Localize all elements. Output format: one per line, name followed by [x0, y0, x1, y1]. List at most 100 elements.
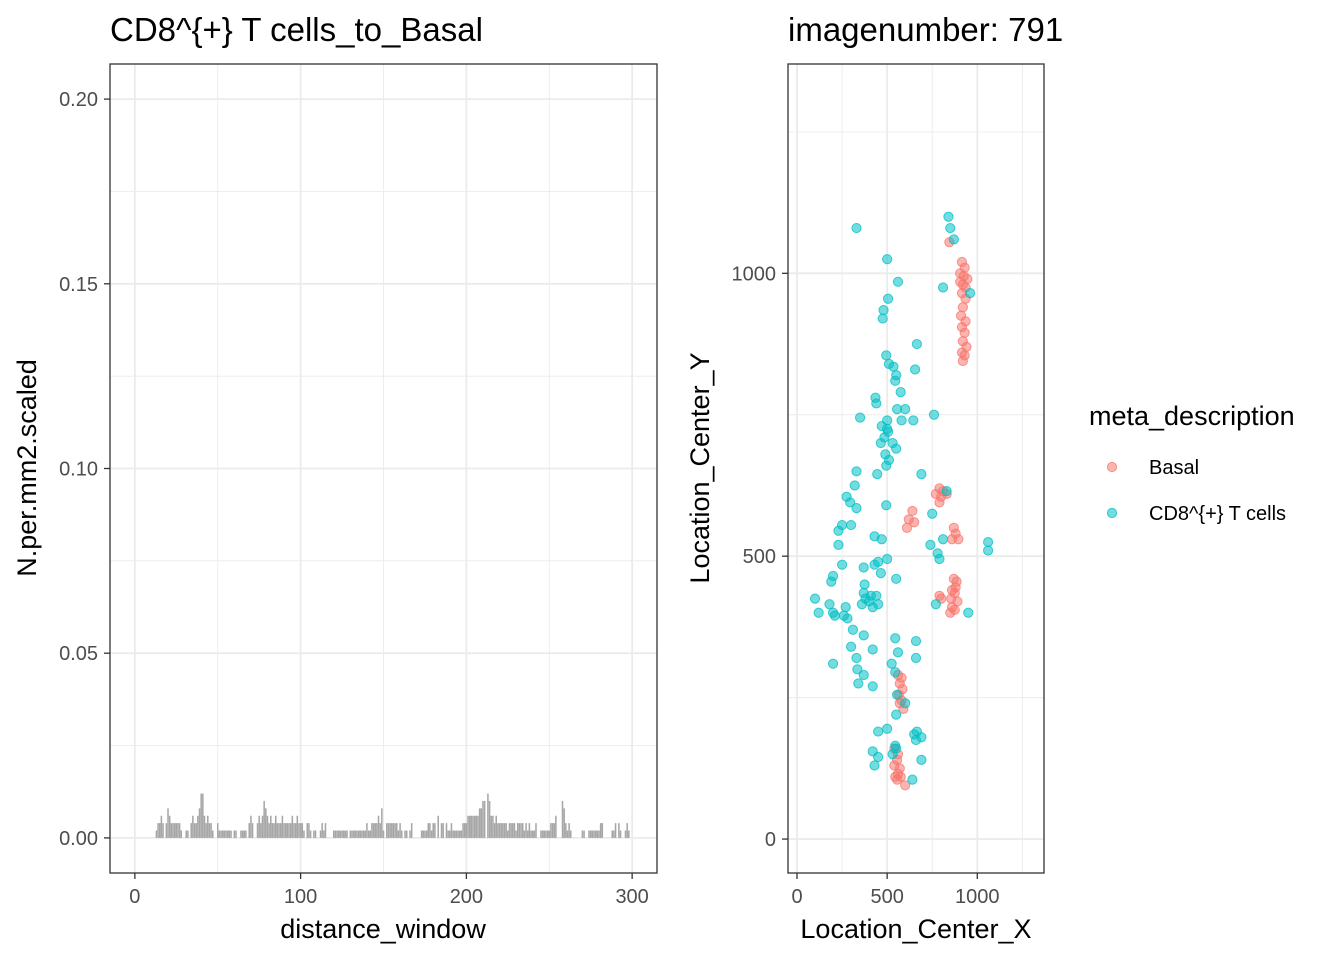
scatter-point [836, 559, 848, 570]
histogram-bar [261, 815, 264, 838]
scatter-point [867, 644, 878, 655]
scatter-point [840, 602, 851, 613]
legend-items: Basal CD8^{+} T cells [1106, 457, 1286, 525]
histogram-bar [200, 793, 202, 838]
scatter-point [963, 607, 974, 618]
histogram-bar [248, 823, 250, 838]
scatter-point [892, 647, 904, 658]
histogram-bar [190, 823, 192, 838]
histogram-bar [288, 823, 290, 838]
histogram-bar [473, 815, 476, 838]
histogram-bar [420, 830, 423, 838]
histogram-bar [228, 830, 231, 838]
histogram-bar [495, 815, 497, 838]
scatter-x-ticks: 0 500 1000 [791, 873, 1000, 908]
histogram-bar [158, 823, 161, 838]
scatter-point [842, 613, 853, 624]
histogram-bar [323, 830, 325, 838]
histogram-bar [483, 800, 486, 838]
scatter-point [851, 222, 862, 234]
scatter-point [851, 503, 862, 514]
scatter-point [895, 387, 906, 398]
histogram-bar [220, 830, 222, 838]
histogram-bar [225, 830, 227, 838]
scatter-point [813, 607, 824, 618]
scatter-point [910, 652, 922, 664]
histogram-bar [565, 823, 567, 838]
histogram-bar [260, 823, 262, 838]
histogram-bar [457, 830, 459, 838]
histogram-bar [303, 830, 305, 838]
y-tick-label: 0.10 [59, 459, 98, 481]
scatter-point [891, 709, 902, 720]
histogram-bar [241, 830, 244, 838]
histogram-bar [628, 830, 630, 838]
histogram-bar [512, 823, 514, 838]
histogram-bar [454, 830, 456, 838]
histogram-bar [250, 815, 252, 838]
scatter-point [911, 338, 923, 350]
histogram-bar [449, 830, 451, 838]
scatter-point [934, 497, 945, 508]
histogram-bar [570, 830, 572, 838]
histogram-bar [611, 830, 614, 838]
scatter-point [827, 658, 839, 669]
histogram-bar [167, 808, 169, 838]
scatter-point [890, 771, 901, 782]
histogram-bar [517, 823, 519, 838]
histogram-bar [187, 830, 189, 838]
histogram-bar [371, 823, 373, 838]
histogram-bar [409, 830, 411, 838]
histogram-bar [165, 823, 168, 838]
histogram-bar [387, 823, 390, 838]
histogram-bar [301, 823, 304, 838]
histogram-bar [197, 815, 199, 838]
scatter-point [873, 726, 884, 737]
histogram-bar [334, 830, 337, 838]
x-tick-label: 1000 [955, 886, 1000, 908]
legend-label: Basal [1149, 457, 1199, 479]
scatter-point [851, 652, 862, 664]
histogram-title: CD8^{+} T cells_to_Basal [110, 11, 483, 48]
histogram-bar [475, 815, 478, 838]
histogram-bar [530, 830, 532, 838]
histogram-bar [381, 808, 383, 838]
scatter-point [847, 624, 859, 635]
y-tick-label: 0.15 [59, 274, 98, 296]
histogram-bar [284, 823, 287, 838]
histogram-bar [210, 823, 212, 838]
histogram-bar [561, 800, 564, 838]
legend: meta_description Basal CD8^{+} T cells [1089, 401, 1295, 525]
histogram-bar [510, 823, 512, 838]
histogram-bar [588, 830, 590, 838]
histogram-bar [357, 830, 360, 838]
scatter-panel: imagenumber: 791 0 500 1000 0 500 1000 Locat… [685, 11, 1063, 944]
legend-label: CD8^{+} T cells [1149, 503, 1286, 525]
histogram-bar [543, 830, 546, 838]
histogram-bar [386, 823, 388, 838]
scatter-point [927, 508, 938, 519]
legend-key [1106, 507, 1118, 519]
histogram-bar [397, 830, 400, 838]
histogram-bar [289, 823, 292, 838]
histogram-bar [162, 823, 164, 838]
histogram-bar [531, 830, 534, 838]
histogram-bar [437, 815, 439, 838]
scatter-point [900, 698, 911, 709]
histogram-bar [367, 830, 370, 838]
scatter-point [890, 667, 901, 678]
histogram-bar [313, 830, 315, 838]
histogram-bar [364, 830, 367, 838]
scatter-point [826, 576, 837, 587]
histogram-bars [155, 793, 630, 838]
scatter-point [875, 437, 886, 449]
histogram-bar [533, 830, 536, 838]
histogram-bar [270, 815, 272, 838]
y-tick-label: 0 [765, 829, 776, 851]
histogram-bar [333, 830, 335, 838]
histogram-bar [482, 800, 484, 838]
scatter-point [829, 610, 840, 621]
scatter-y-axis-label: Location_Center_Y [685, 352, 715, 583]
histogram-bar [344, 830, 347, 838]
histogram-bar [593, 830, 595, 838]
